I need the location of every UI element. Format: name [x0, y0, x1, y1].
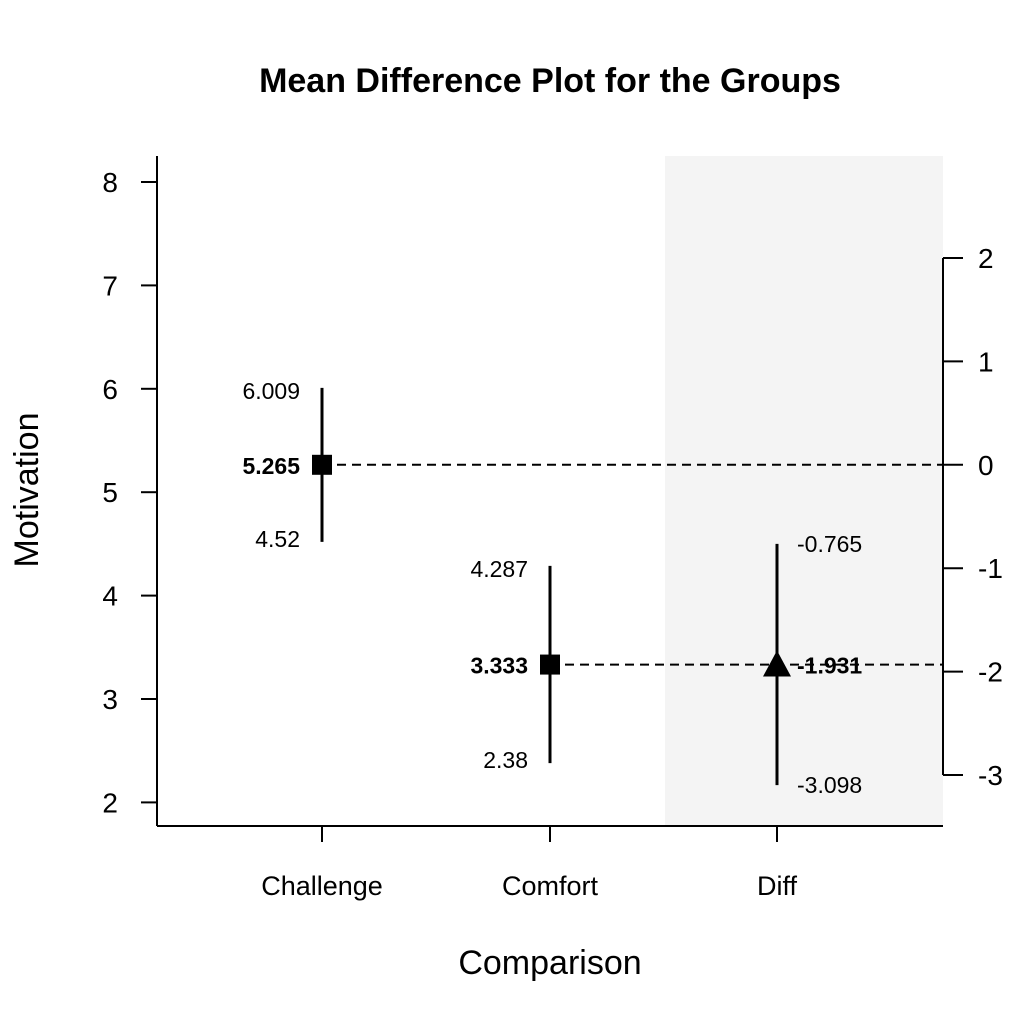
mean-marker-diff — [763, 650, 791, 677]
right-axis-tick-label: -3 — [978, 760, 1003, 791]
lower-label-comfort: 2.38 — [483, 747, 528, 773]
lower-label-diff: -3.098 — [797, 772, 862, 798]
category-label-comfort: Comfort — [502, 871, 599, 901]
diff-panel-background — [665, 156, 943, 826]
right-axis-tick-label: -2 — [978, 657, 1003, 688]
x-axis-title: Comparison — [458, 944, 641, 982]
mean-marker-comfort — [540, 654, 560, 675]
upper-label-comfort: 4.287 — [470, 556, 528, 582]
left-axis-tick-label: 3 — [102, 684, 118, 715]
left-axis-tick-label: 2 — [102, 787, 118, 818]
left-axis-tick-label: 6 — [102, 374, 118, 405]
upper-label-challenge: 6.009 — [242, 378, 300, 404]
mean-label-challenge: 5.265 — [242, 453, 300, 479]
left-axis-tick-label: 5 — [102, 477, 118, 508]
left-axis-tick-label: 8 — [102, 167, 118, 198]
axes: 2 3 4 5 6 7 8 Challenge Comfort Diff -3 -2 -1 0 1 2 — [102, 156, 1003, 901]
y-axis-title: Motivation — [8, 413, 46, 568]
right-axis-tick-label: -1 — [978, 553, 1003, 584]
right-axis-tick-label: 2 — [978, 243, 994, 274]
left-axis-tick-label: 4 — [102, 581, 118, 612]
upper-label-diff: -0.765 — [797, 531, 862, 557]
mean-label-diff: -1.931 — [797, 652, 862, 678]
right-axis-tick-label: 0 — [978, 450, 994, 481]
data-marks: 6.009 5.265 4.52 4.287 3.333 2.38 -0.765 -1.931… — [242, 378, 862, 798]
mean-label-comfort: 3.333 — [470, 653, 528, 679]
category-label-diff: Diff — [757, 871, 798, 901]
lower-label-challenge: 4.52 — [255, 526, 300, 552]
right-axis-tick-label: 1 — [978, 346, 994, 377]
chart-title: Mean Difference Plot for the Groups — [259, 62, 841, 100]
reference-lines — [322, 463, 943, 666]
mean-marker-challenge — [312, 454, 332, 475]
category-label-challenge: Challenge — [261, 871, 383, 901]
left-axis-tick-label: 7 — [102, 270, 118, 301]
